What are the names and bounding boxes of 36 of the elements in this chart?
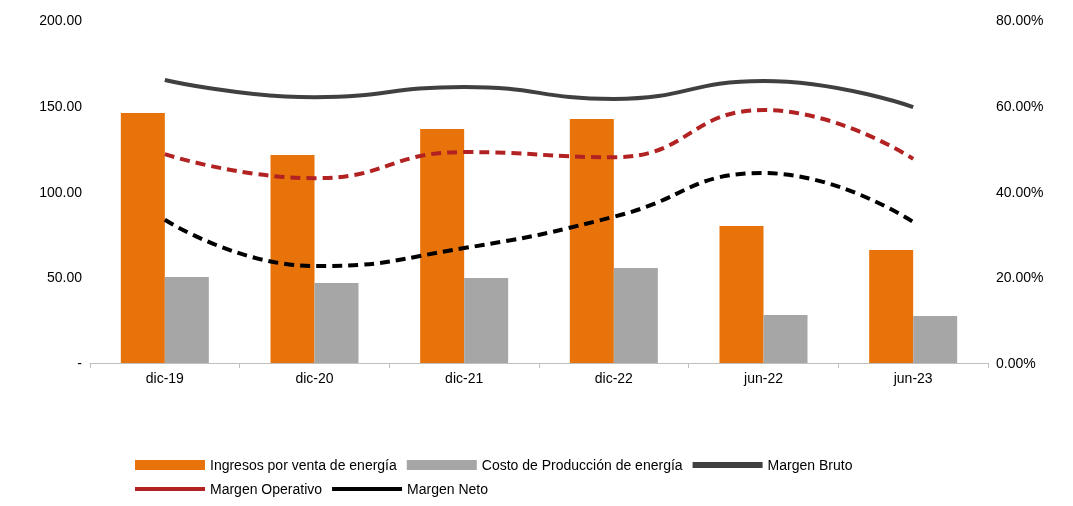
x-tick-label: dic-22 — [594, 370, 634, 386]
y-tick-label: - — [77, 355, 83, 371]
bar — [314, 283, 359, 363]
y-tick-label: 200.00 — [39, 12, 83, 28]
bar — [120, 112, 165, 363]
legend-label: Ingresos por venta de energía — [210, 457, 398, 473]
y2-tick-label: 20.00% — [996, 269, 1044, 286]
bar — [763, 314, 808, 363]
y2-tick-label: 40.00% — [996, 183, 1044, 200]
line-series — [162, 171, 916, 269]
bar — [719, 225, 764, 363]
y-tick-label: 100.00 — [39, 183, 83, 200]
bar — [270, 154, 315, 363]
line-series — [162, 78, 916, 110]
x-tick-label: dic-21 — [445, 370, 484, 386]
bar — [613, 267, 658, 363]
x-tick-label: dic-20 — [295, 370, 334, 386]
legend-label: Margen Bruto — [767, 457, 853, 473]
x-tick-label: dic-19 — [145, 370, 185, 386]
y2-tick-label: 0.00% — [996, 355, 1036, 371]
bar — [464, 277, 509, 363]
bar — [869, 249, 914, 363]
y-tick-label: 150.00 — [39, 97, 83, 114]
legend-label: Margen Neto — [407, 481, 489, 497]
legend-label: Costo de Producción de energía — [481, 457, 683, 473]
bar — [420, 129, 465, 363]
bar — [569, 118, 614, 363]
x-tick-label: jun-22 — [743, 370, 784, 386]
line-series — [162, 108, 916, 181]
legend-label: Margen Operativo — [210, 481, 323, 497]
bar — [164, 277, 209, 363]
x-tick-label: jun-23 — [892, 370, 933, 386]
bar — [913, 316, 958, 363]
y2-tick-label: 80.00% — [996, 12, 1044, 28]
y2-tick-label: 60.00% — [996, 97, 1044, 114]
y-tick-label: 50.00 — [46, 269, 83, 286]
